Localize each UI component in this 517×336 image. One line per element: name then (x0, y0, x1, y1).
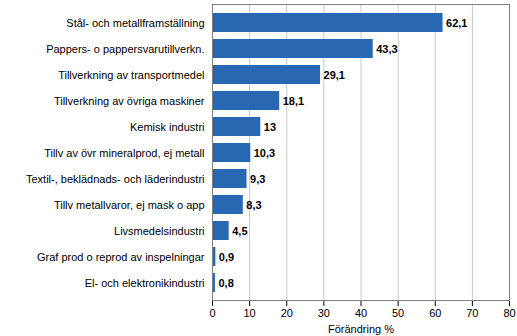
svg-text:0: 0 (209, 307, 215, 319)
svg-text:8,3: 8,3 (246, 199, 261, 211)
svg-text:4,5: 4,5 (232, 225, 247, 237)
svg-text:Stål- och metallframställning: Stål- och metallframställning (66, 17, 204, 29)
svg-text:Tillverkning av övriga maskine: Tillverkning av övriga maskiner (54, 95, 205, 107)
svg-text:60: 60 (429, 307, 441, 319)
svg-text:Textil-, beklädnads- och läder: Textil-, beklädnads- och läderindustri (26, 173, 205, 185)
svg-text:80: 80 (503, 307, 515, 319)
svg-text:0,8: 0,8 (218, 277, 233, 289)
svg-text:Tillv metallvaror, ej mask o a: Tillv metallvaror, ej mask o app (54, 199, 205, 211)
svg-text:13: 13 (264, 121, 276, 133)
svg-text:El- och elektronikindustri: El- och elektronikindustri (85, 277, 205, 289)
svg-text:10: 10 (244, 307, 256, 319)
svg-text:62,1: 62,1 (446, 17, 467, 29)
svg-text:9,3: 9,3 (250, 173, 265, 185)
svg-text:70: 70 (466, 307, 478, 319)
svg-text:43,3: 43,3 (376, 43, 397, 55)
svg-text:Pappers- o pappersvarutillverk: Pappers- o pappersvarutillverkn. (46, 43, 204, 55)
svg-text:30: 30 (318, 307, 330, 319)
svg-text:29,1: 29,1 (324, 69, 345, 81)
svg-text:Tillverkning av transportmedel: Tillverkning av transportmedel (58, 69, 204, 81)
svg-text:40: 40 (355, 307, 367, 319)
svg-text:Förändring %: Förändring % (328, 323, 394, 335)
svg-text:Livsmedelsindustri: Livsmedelsindustri (114, 225, 204, 237)
svg-text:Graf prod o reprod av inspelni: Graf prod o reprod av inspelningar (37, 251, 205, 263)
svg-text:Tillv av övr mineralprod, ej m: Tillv av övr mineralprod, ej metall (44, 147, 204, 159)
svg-text:50: 50 (392, 307, 404, 319)
svg-text:18,1: 18,1 (283, 95, 304, 107)
svg-text:20: 20 (281, 307, 293, 319)
svg-text:10,3: 10,3 (254, 147, 275, 159)
svg-text:Kemisk industri: Kemisk industri (130, 121, 205, 133)
svg-text:0,9: 0,9 (219, 251, 234, 263)
